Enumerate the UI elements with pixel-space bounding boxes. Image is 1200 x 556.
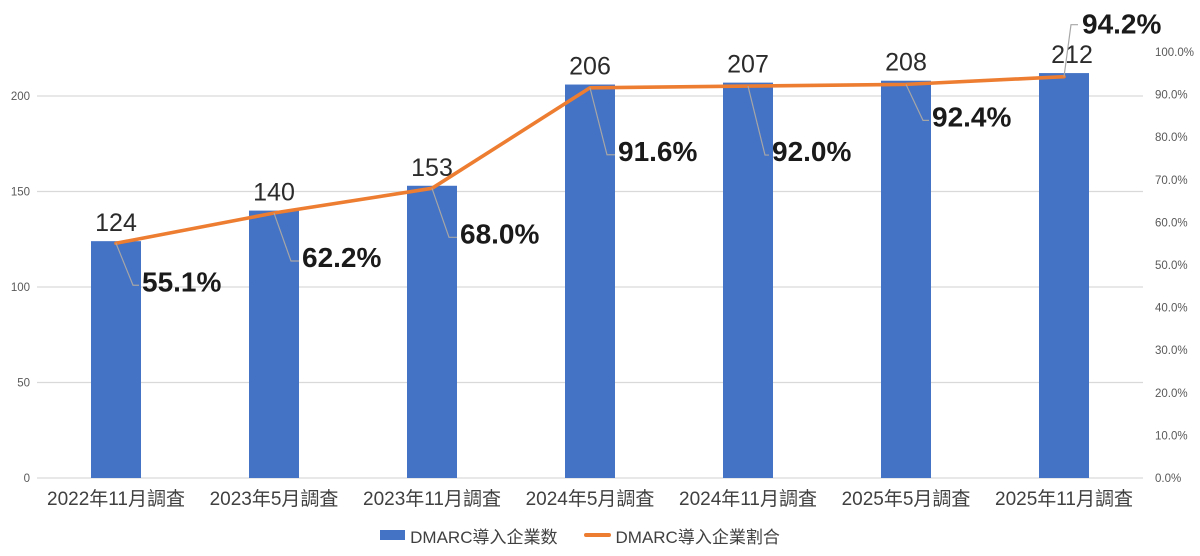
right-axis-tick-label: 30.0% [1155, 345, 1188, 357]
x-axis-category-label: 2025年5月調査 [842, 488, 971, 510]
left-axis-tick-label: 100 [11, 282, 30, 294]
legend-line-swatch-icon [583, 533, 611, 537]
right-axis-tick-label: 10.0% [1155, 430, 1188, 442]
bar-value-label: 140 [253, 179, 295, 207]
bar-value-label: 153 [411, 154, 453, 182]
x-axis-category-label: 2023年11月調査 [363, 488, 501, 510]
legend-item-line-series: DMARC導入企業割合 [583, 523, 780, 548]
right-axis-tick-label: 0.0% [1155, 473, 1181, 485]
bar-6 [1039, 73, 1089, 478]
legend-line-label: DMARC導入企業割合 [615, 527, 780, 547]
right-axis-tick-label: 90.0% [1155, 90, 1188, 102]
percent-value-label: 68.0% [460, 218, 539, 249]
right-axis-tick-label: 20.0% [1155, 388, 1188, 400]
legend-bar-label: DMARC導入企業数 [410, 527, 558, 547]
bar-4 [723, 82, 773, 478]
right-axis-tick-label: 80.0% [1155, 132, 1188, 144]
bar-1 [249, 210, 299, 478]
percent-value-label: 62.2% [302, 242, 381, 273]
left-axis-tick-label: 200 [11, 91, 30, 103]
percent-value-label: 94.2% [1082, 9, 1161, 40]
x-axis-category-label: 2025年11月調査 [995, 488, 1133, 510]
bar-value-label: 208 [885, 49, 927, 77]
chart-legend: DMARC導入企業数 DMARC導入企業割合 [0, 522, 1160, 548]
bar-5 [881, 80, 931, 478]
legend-bar-swatch-icon [380, 530, 406, 540]
x-axis-category-label: 2024年5月調査 [526, 488, 655, 510]
x-axis-category-label: 2024年11月調査 [679, 488, 817, 510]
right-axis-tick-label: 60.0% [1155, 217, 1188, 229]
percent-value-label: 92.4% [932, 101, 1011, 132]
bar-2 [407, 185, 457, 478]
bar-3 [565, 84, 615, 478]
bar-value-label: 124 [95, 209, 137, 237]
leader-line [589, 87, 615, 156]
left-axis-tick-label: 0 [24, 473, 30, 485]
leader-line [905, 84, 929, 121]
leader-line [747, 85, 769, 156]
leader-line [1063, 24, 1078, 77]
x-axis-category-label: 2023年5月調査 [210, 488, 339, 510]
right-axis-tick-label: 50.0% [1155, 260, 1188, 272]
percent-value-label: 92.0% [772, 136, 851, 167]
percent-value-label: 91.6% [618, 136, 697, 167]
right-axis-tick-label: 70.0% [1155, 175, 1188, 187]
legend-item-bar-series: DMARC導入企業数 [380, 523, 558, 548]
right-axis-tick-label: 100.0% [1155, 47, 1194, 59]
left-axis-tick-label: 50 [17, 378, 30, 390]
left-axis-tick-label: 150 [11, 187, 30, 199]
leader-line [273, 212, 299, 262]
bar-0 [91, 241, 141, 478]
bar-value-label: 206 [569, 53, 611, 81]
bar-value-label: 207 [727, 51, 769, 79]
percent-value-label: 55.1% [142, 266, 221, 297]
right-axis-tick-label: 40.0% [1155, 303, 1188, 315]
x-axis-category-label: 2022年11月調査 [47, 488, 185, 510]
bar-value-label: 212 [1051, 41, 1093, 69]
leader-line [431, 188, 457, 238]
leader-line [115, 243, 139, 286]
